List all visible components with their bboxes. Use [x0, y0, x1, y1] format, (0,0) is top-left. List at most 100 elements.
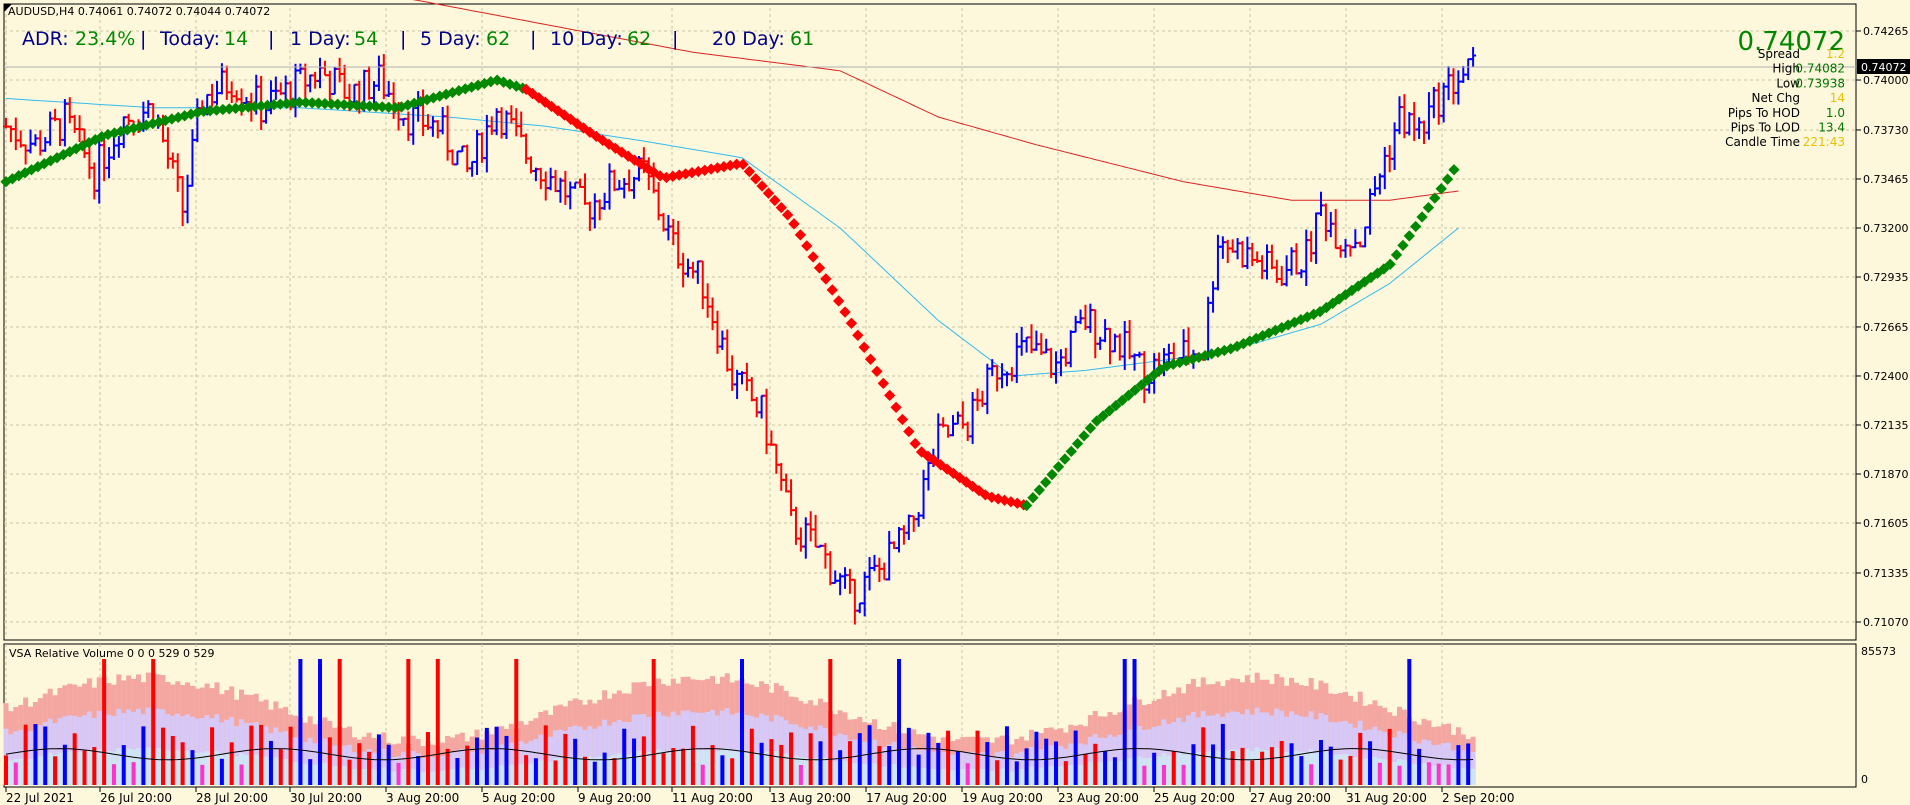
volume-bar	[229, 742, 234, 785]
volume-band-mid	[106, 714, 112, 785]
volume-bar	[897, 659, 902, 785]
volume-band-mid	[1323, 714, 1329, 785]
price-tick-label: 0.71335	[1863, 567, 1909, 580]
volume-bar	[1220, 723, 1225, 785]
volume-band-mid	[660, 715, 666, 785]
info-row-label: Low	[1776, 76, 1800, 90]
volume-band-mid	[636, 714, 642, 785]
volume-bar	[278, 749, 283, 785]
info-row-label: Spread	[1758, 47, 1800, 61]
volume-bar	[33, 724, 38, 785]
volume-band-mid	[989, 755, 995, 785]
volume-band-mid	[950, 754, 956, 785]
volume-band-low	[1127, 758, 1133, 785]
volume-bar	[13, 762, 18, 785]
volume-band-mid	[744, 715, 750, 785]
volume-band-low	[538, 760, 544, 785]
volume-bar	[308, 759, 313, 785]
volume-band-mid	[528, 740, 534, 785]
volume-band-low	[587, 756, 593, 785]
volume-bar	[1397, 765, 1402, 785]
volume-band-mid	[47, 718, 53, 785]
volume-band-mid	[351, 752, 357, 785]
volume-bar	[1446, 764, 1451, 785]
volume-bar	[730, 758, 735, 785]
price-tick-label: 0.72400	[1863, 370, 1909, 383]
volume-band-low	[410, 768, 416, 785]
volume-band-mid	[911, 746, 917, 785]
trend-dot-down	[864, 353, 877, 365]
price-tick-label: 0.71605	[1863, 517, 1909, 530]
volume-band-low	[764, 751, 770, 785]
volume-bar	[465, 745, 470, 785]
volume-band-low	[1136, 756, 1142, 785]
price-tick-label: 0.72665	[1863, 321, 1909, 334]
volume-bar	[102, 659, 107, 785]
volume-band-low	[381, 767, 387, 785]
trend-dot-up	[370, 100, 382, 113]
volume-band-low	[469, 768, 475, 785]
volume-bar	[582, 756, 587, 785]
volume-band-low	[773, 751, 779, 785]
volume-band-mid	[1274, 708, 1280, 785]
volume-band-low	[1176, 752, 1182, 785]
volume-band-low	[685, 748, 691, 785]
volume-band-mid	[871, 739, 877, 785]
volume-band-mid	[381, 748, 387, 785]
volume-band-mid	[538, 734, 544, 785]
info-row-value: 221:43	[1803, 135, 1845, 149]
volume-bar	[847, 741, 852, 785]
volume-bar	[779, 744, 784, 785]
volume-band-mid	[185, 714, 191, 785]
trend-dot-up	[223, 103, 235, 115]
volume-band-mid	[1058, 745, 1064, 785]
volume-band-low	[891, 764, 897, 785]
volume-band-mid	[773, 714, 779, 785]
volume-band-low	[361, 768, 367, 785]
volume-band-low	[1382, 759, 1388, 785]
volume-bar	[1318, 739, 1323, 785]
volume-band-mid	[616, 719, 622, 785]
volume-band-low	[930, 768, 936, 785]
volume-bar	[190, 750, 195, 785]
time-tick-label: 19 Aug 20:00	[962, 791, 1043, 805]
volume-bar	[82, 750, 87, 785]
current-price-tag	[1857, 59, 1910, 74]
volume-band-mid	[881, 747, 887, 785]
volume-band-mid	[194, 718, 200, 785]
volume-band-low	[734, 750, 740, 785]
volume-bar	[327, 737, 332, 785]
volume-band-mid	[1068, 743, 1074, 785]
adr-line: ADR: 23.4% | Today: 14 | 1 Day: 54 | 5 D…	[22, 28, 814, 50]
volume-bar	[563, 733, 568, 785]
volume-bar	[524, 755, 529, 785]
volume-band-mid	[680, 710, 686, 785]
volume-band-mid	[901, 749, 907, 785]
volume-band-mid	[224, 719, 230, 785]
volume-band-mid	[764, 715, 770, 785]
volume-band-low	[567, 756, 573, 785]
volume-band-low	[283, 758, 289, 785]
volume-band-low	[921, 768, 927, 785]
volume-bar	[111, 764, 116, 785]
volume-band-low	[77, 752, 83, 785]
trend-dot-down	[762, 187, 775, 199]
time-tick-label: 5 Aug 20:00	[482, 791, 555, 805]
volume-band-low	[273, 757, 279, 785]
volume-band-mid	[719, 710, 725, 785]
volume-bar	[1024, 748, 1029, 785]
volume-band-mid	[1392, 737, 1398, 785]
volume-bar	[367, 751, 372, 785]
volume-band-mid	[1308, 711, 1314, 785]
volume-band-mid	[577, 726, 583, 785]
volume-band-low	[1146, 758, 1152, 785]
volume-band-mid	[1338, 721, 1344, 785]
volume-band-low	[322, 762, 328, 785]
info-row-value: 14	[1830, 91, 1845, 105]
day5-value: 62	[486, 28, 510, 50]
volume-bar	[641, 736, 646, 785]
volume-band-low	[37, 756, 43, 785]
volume-bar	[1132, 659, 1137, 785]
info-row-value: 1.0	[1826, 106, 1845, 120]
volume-band-mid	[1181, 721, 1187, 785]
